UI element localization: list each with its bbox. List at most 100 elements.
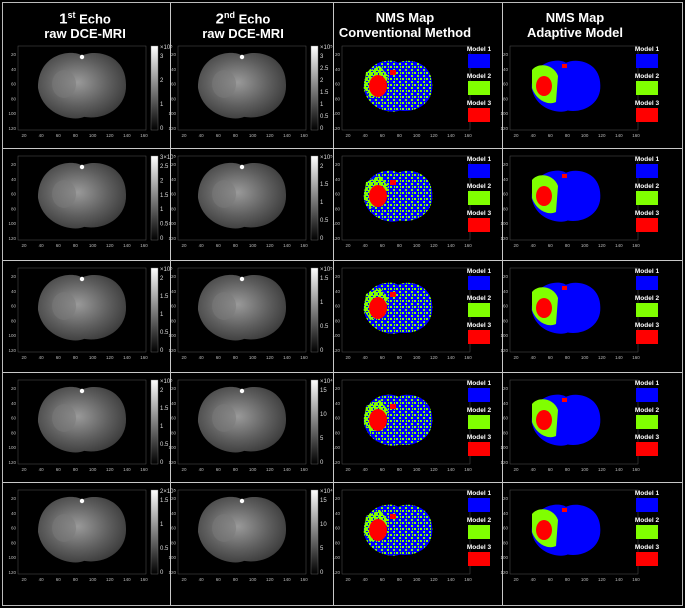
first-echo-row3-hotspot <box>79 276 85 282</box>
first-echo-row5-colorbar-tick: 1.5 <box>160 498 169 504</box>
row-separator <box>3 372 682 373</box>
nms-conventional-row5-ytick: 40 <box>335 511 341 516</box>
nms-conventional-row4-legend-swatch <box>468 415 490 429</box>
nms-conventional-row4-legend-label: Model 1 <box>467 380 492 387</box>
nms-adaptive-row5-ytick: 120 <box>500 570 508 575</box>
nms-adaptive-row2-legend-label: Model 2 <box>635 183 660 190</box>
second-echo-row5-xtick: 60 <box>216 577 222 582</box>
first-echo-row2-colorbar-tick: 1.5 <box>160 193 169 199</box>
second-echo-row5-hotspot <box>239 498 245 504</box>
second-echo-row3-xtick: 40 <box>199 355 205 360</box>
second-echo-row2-ytick: 80 <box>171 206 177 211</box>
second-echo-row1-xtick: 100 <box>249 133 257 138</box>
nms-conventional-row5-legend-swatch <box>468 525 490 539</box>
second-echo-row5-xtick: 120 <box>266 577 274 582</box>
nms-adaptive-row4-model3-region <box>536 410 552 430</box>
nms-adaptive-row5-ytick: 100 <box>500 555 508 560</box>
first-echo-row1-ytick: 60 <box>11 82 17 87</box>
nms-adaptive-row4-ytick: 100 <box>500 445 508 450</box>
header-first-echo-line2: raw DCE-MRI <box>44 26 126 42</box>
second-echo-row3-xtick: 20 <box>181 355 187 360</box>
nms-adaptive-row4-xtick: 40 <box>531 467 537 472</box>
first-echo-row4-colorbar-tick: 0.5 <box>160 442 169 448</box>
nms-adaptive-row3-legend-swatch <box>636 276 658 290</box>
first-echo-row3-xtick: 100 <box>89 355 97 360</box>
second-echo-row4-xtick: 140 <box>283 467 291 472</box>
first-echo-row2-ytick: 80 <box>11 206 17 211</box>
second-echo-row2-hotspot <box>239 164 245 170</box>
nms-conventional-row2-legend-label: Model 1 <box>467 156 492 163</box>
second-echo-row1-hotspot <box>239 54 245 60</box>
second-echo-row4-xtick: 80 <box>233 467 239 472</box>
second-echo-row1-colorbar-tick: 3 <box>320 54 324 60</box>
nms-adaptive-row1-xtick: 20 <box>513 133 519 138</box>
nms-adaptive-row5-xtick: 40 <box>531 577 537 582</box>
nms-conventional-row2-xtick: 100 <box>413 243 421 248</box>
second-echo-row4-colorbar-tick: 5 <box>320 436 324 442</box>
second-echo-row4-colorbar <box>310 379 319 465</box>
second-echo-row2-ytick: 40 <box>171 177 177 182</box>
nms-adaptive-row4-xtick: 80 <box>565 467 571 472</box>
nms-adaptive-row2-legend-swatch <box>636 218 658 232</box>
nms-conventional-row4-model3-spot <box>390 404 396 409</box>
second-echo-row1-colorbar-tick: 1.5 <box>320 90 329 96</box>
nms-conventional-row4-ytick: 120 <box>332 460 340 465</box>
nms-adaptive-row3-legend-swatch <box>636 303 658 317</box>
nms-conventional-row1-legend-swatch <box>468 54 490 68</box>
first-echo-row3-ytick: 100 <box>8 333 16 338</box>
row-separator <box>3 260 682 261</box>
second-echo-row4-xtick: 40 <box>199 467 205 472</box>
nms-adaptive-row3-model3-region <box>536 298 552 318</box>
first-echo-row2-ytick: 40 <box>11 177 17 182</box>
second-echo-row3-ytick: 100 <box>168 333 176 338</box>
nms-adaptive-row2-model3-region <box>536 186 552 206</box>
nms-conventional-row4-legend-swatch <box>468 388 490 402</box>
nms-adaptive-row4-legend-swatch <box>636 442 658 456</box>
nms-adaptive-row1-legend-swatch <box>636 108 658 122</box>
nms-conventional-row3-legend-swatch <box>468 276 490 290</box>
nms-conventional-row1-ytick: 60 <box>335 82 341 87</box>
second-echo-row1-xtick: 20 <box>181 133 187 138</box>
first-echo-row5-colorbar-tick: 1 <box>160 522 164 528</box>
nms-conventional-row3-xtick: 160 <box>464 355 472 360</box>
second-echo-row2-xtick: 120 <box>266 243 274 248</box>
second-echo-row5-ytick: 80 <box>171 540 177 545</box>
nms-adaptive-row5-legend-label: Model 1 <box>635 490 660 497</box>
second-echo-row2-xtick: 140 <box>283 243 291 248</box>
nms-conventional-row3-xtick: 100 <box>413 355 421 360</box>
first-echo-row4-ytick: 20 <box>11 386 17 391</box>
nms-adaptive-row2-ytick: 80 <box>503 206 509 211</box>
nms-conventional-row5-ytick: 80 <box>335 540 341 545</box>
first-echo-row1-xtick: 80 <box>73 133 79 138</box>
first-echo-row4-colorbar-tick: 0 <box>160 460 164 466</box>
first-echo-row4-xtick: 120 <box>106 467 114 472</box>
first-echo-row4-xtick: 60 <box>56 467 62 472</box>
first-echo-row2-xtick: 160 <box>140 243 148 248</box>
nms-adaptive-row2-legend-swatch <box>636 191 658 205</box>
nms-conventional-row1-model3-spot <box>390 70 396 75</box>
nms-adaptive-row5-xtick: 20 <box>513 577 519 582</box>
nms-conventional-row3-legend-label: Model 3 <box>467 322 492 329</box>
first-echo-row2-colorbar <box>150 155 159 241</box>
second-echo-row4-colorbar-tick: 10 <box>320 412 327 418</box>
first-echo-row2-xtick: 140 <box>123 243 131 248</box>
first-echo-row2-xtick: 20 <box>21 243 27 248</box>
nms-adaptive-row3-ytick: 20 <box>503 274 509 279</box>
first-echo-row3-brain-image <box>38 274 127 341</box>
nms-adaptive-row1-ytick: 20 <box>503 52 509 57</box>
nms-conventional-row1-legend-label: Model 3 <box>467 100 492 107</box>
nms-conventional-row5-xtick: 160 <box>464 577 472 582</box>
nms-adaptive-row3-ytick: 120 <box>500 348 508 353</box>
nms-adaptive-row2-xtick: 140 <box>615 243 623 248</box>
first-echo-row1-ytick: 100 <box>8 111 16 116</box>
second-echo-row4-ytick: 20 <box>171 386 177 391</box>
header-first-echo-sup: st <box>67 10 76 20</box>
first-echo-row2-colorbar-tick: 0 <box>160 236 164 242</box>
nms-adaptive-row4-xtick: 160 <box>632 467 640 472</box>
first-echo-row4-xtick: 40 <box>39 467 45 472</box>
nms-adaptive-row3-ytick: 40 <box>503 289 509 294</box>
first-echo-row5-ytick: 80 <box>11 540 17 545</box>
first-echo-row3-xtick: 60 <box>56 355 62 360</box>
first-echo-row2-colorbar-exponent: 3×10⁵ <box>160 154 177 161</box>
